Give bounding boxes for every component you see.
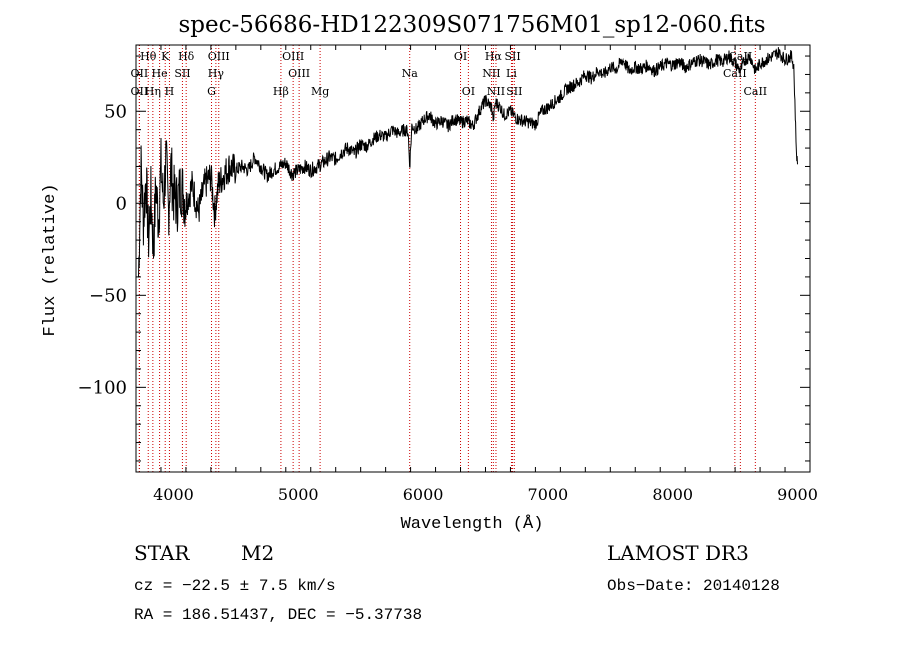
line-label: SII: [174, 67, 190, 80]
line-label: Hη: [145, 85, 161, 98]
line-label: Hα: [485, 50, 503, 63]
spectrum-line: [138, 47, 798, 278]
line-label: SII: [506, 85, 522, 98]
coordinates: RA = 186.51437, DEC = −5.37738: [134, 606, 422, 624]
line-label: He: [152, 67, 168, 80]
line-label: NII: [482, 67, 500, 80]
x-tick-label: 6000: [403, 485, 444, 504]
line-label: Hβ: [273, 85, 289, 98]
y-tick-label: −100: [78, 377, 127, 398]
object-subclass: M2: [241, 541, 274, 565]
line-label: H: [165, 85, 175, 98]
spectrum-series: [138, 47, 798, 278]
line-label: Li: [506, 67, 517, 80]
y-tick-label: 0: [116, 193, 127, 214]
line-label: CaII: [743, 85, 767, 98]
line-label: G: [207, 85, 216, 98]
y-tick-label: −50: [89, 285, 127, 306]
x-tick-label: 9000: [777, 485, 818, 504]
line-label: OI: [454, 50, 467, 63]
line-label: OII: [131, 67, 149, 80]
y-axis-ticks: −100 −50 0 50: [78, 55, 810, 462]
line-label: OI: [462, 85, 475, 98]
redshift-velocity: cz = −22.5 ± 7.5 km/s: [134, 577, 336, 595]
x-tick-label: 4000: [153, 485, 194, 504]
y-axis-label: Flux (relative): [41, 183, 60, 336]
line-label: Na: [402, 67, 419, 80]
line-label: NII: [487, 85, 505, 98]
observation-date: Obs−Date: 20140128: [607, 577, 780, 595]
line-label: Hδ: [178, 50, 195, 63]
spectral-line-markers: [138, 45, 756, 472]
object-class: STAR: [134, 541, 190, 565]
line-label: OIII: [208, 50, 230, 63]
x-tick-label: 7000: [528, 485, 569, 504]
line-label: K: [161, 50, 170, 63]
line-label: OIII: [288, 67, 310, 80]
x-axis-label: Wavelength (Å): [401, 515, 544, 534]
survey-name: LAMOST DR3: [607, 541, 749, 565]
line-label: OII: [131, 85, 149, 98]
line-label: CaII: [723, 67, 747, 80]
chart-title: spec-56686-HD122309S071756M01_sp12-060.f…: [178, 12, 765, 38]
x-tick-label: 8000: [652, 485, 693, 504]
x-axis-ticks: 4000 5000 6000 7000 8000 9000: [135, 45, 818, 504]
line-label: OIII: [282, 50, 304, 63]
line-label: Hθ: [140, 50, 157, 63]
plot-frame: [135, 44, 811, 473]
line-label: Mg: [311, 85, 329, 98]
y-tick-label: 50: [104, 101, 127, 122]
line-label: SII: [504, 50, 520, 63]
line-label: Hγ: [208, 67, 225, 80]
x-tick-label: 5000: [278, 485, 319, 504]
